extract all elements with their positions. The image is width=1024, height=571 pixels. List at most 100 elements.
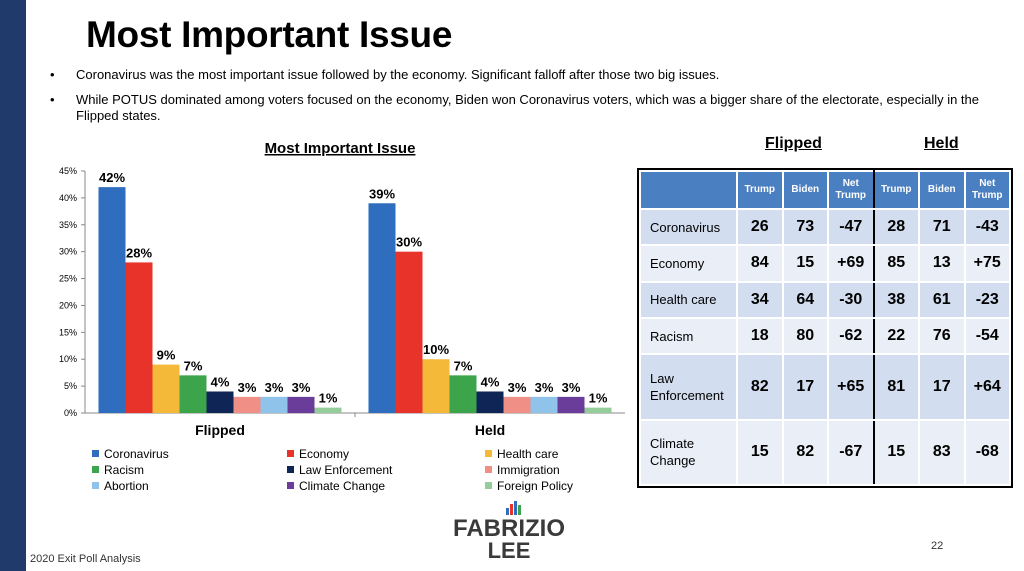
y-tick-label: 25% [59,274,77,284]
table-cell: 83 [918,418,966,487]
legend-swatch [92,466,99,473]
table-row: Racism 18 80 -62 22 76 -54 [639,316,1011,356]
legend-label: Immigration [497,463,560,477]
column-header: Trump [872,170,920,210]
legend-swatch [485,450,492,457]
y-tick-label: 40% [59,193,77,203]
bar [125,262,153,413]
y-tick-label: 20% [59,300,77,310]
bar [179,375,207,413]
table-cell: -23 [963,280,1011,319]
table-cell: 13 [918,244,966,283]
bar [98,187,126,413]
y-tick-label: 15% [59,327,77,337]
bar [233,396,261,413]
bullet-text: Coronavirus was the most important issue… [76,67,720,82]
bar [206,391,234,413]
bar [368,203,396,413]
data-label: 3% [535,380,554,395]
legend-label: Coronavirus [104,447,169,461]
y-tick-label: 10% [59,354,77,364]
bar [557,396,585,413]
table-cell: +64 [963,353,1011,421]
table-cell: 76 [918,316,966,356]
table-cell: 15 [781,244,829,283]
row-label: Racism [639,316,738,356]
x-category-label: Held [475,422,505,438]
table-cell: -54 [963,316,1011,356]
data-label: 9% [157,348,176,363]
table-header-blank [639,170,738,210]
table-cell: 28 [872,207,920,247]
data-label: 3% [265,380,284,395]
left-accent-bar [0,0,26,571]
table-cell: -30 [827,280,875,319]
legend-swatch [485,482,492,489]
table-cell: 81 [872,353,920,421]
column-header: Biden [781,170,829,210]
column-header: Trump [736,170,784,210]
table-cell: 17 [781,353,829,421]
legend-swatch [485,466,492,473]
data-label: 3% [562,380,581,395]
bar [503,396,531,413]
data-label: 3% [292,380,311,395]
bullet-icon: • [50,92,55,107]
table-group-header-flipped: Flipped [765,135,822,152]
legend-label: Climate Change [299,479,385,493]
table-cell: +69 [827,244,875,283]
data-label: 7% [184,358,203,373]
table-cell: -47 [827,207,875,247]
bullet-text: While POTUS dominated among voters focus… [76,92,980,123]
y-tick-label: 5% [64,381,77,391]
logo-line2: LEE [488,538,531,562]
footer-text: 2020 Exit Poll Analysis [30,553,141,565]
table-cell: 15 [872,418,920,487]
data-label: 3% [238,380,257,395]
table-cell: 34 [736,280,784,319]
row-label: Coronavirus [639,207,738,247]
table-cell: 61 [918,280,966,319]
table-row: Health care 34 64 -30 38 61 -23 [639,280,1011,319]
data-label: 3% [508,380,527,395]
x-category-label: Flipped [195,422,245,438]
column-header: Net Trump [827,170,875,210]
data-label: 4% [481,374,500,389]
data-label: 1% [589,391,608,406]
data-label: 39% [369,186,395,201]
page-number: 22 [931,540,944,552]
table-cell: 17 [918,353,966,421]
table-cell: 15 [736,418,784,487]
y-tick-label: 30% [59,247,77,257]
table-row: Law Enforcement 82 17 +65 81 17 +64 [639,353,1011,421]
table-cell: 84 [736,244,784,283]
bar [314,407,342,413]
table-cell: 82 [736,353,784,421]
table-group-header-held: Held [924,135,959,152]
logo-bar [518,505,521,515]
y-tick-label: 0% [64,408,77,418]
table-cell: -62 [827,316,875,356]
legend-label: Racism [104,463,144,477]
bar [530,396,558,413]
table-cell: 64 [781,280,829,319]
y-tick-label: 35% [59,220,77,230]
table-cell: 22 [872,316,920,356]
table-cell: 26 [736,207,784,247]
data-label: 30% [396,235,422,250]
legend-swatch [92,482,99,489]
column-header: Net Trump [963,170,1011,210]
table-row: Economy 84 15 +69 85 13 +75 [639,244,1011,283]
table-cell: -43 [963,207,1011,247]
legend-label: Health care [497,447,559,461]
bar [449,375,477,413]
legend-swatch [287,466,294,473]
logo-bar [510,504,513,515]
table-cell: +75 [963,244,1011,283]
table-cell: 71 [918,207,966,247]
bar [422,359,450,413]
logo-bar [514,501,517,515]
results-table: Trump Biden Net Trump Trump Biden Net Tr… [637,168,1013,488]
row-label: Health care [639,280,738,319]
